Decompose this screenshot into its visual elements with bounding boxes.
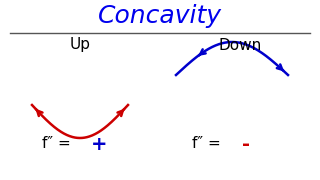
Text: Concavity: Concavity bbox=[98, 4, 222, 28]
Text: f″ =: f″ = bbox=[42, 136, 75, 152]
Text: Up: Up bbox=[69, 37, 91, 53]
Text: +: + bbox=[91, 134, 108, 154]
Text: Down: Down bbox=[218, 37, 262, 53]
Text: f″ =: f″ = bbox=[192, 136, 226, 152]
Text: -: - bbox=[242, 134, 250, 154]
